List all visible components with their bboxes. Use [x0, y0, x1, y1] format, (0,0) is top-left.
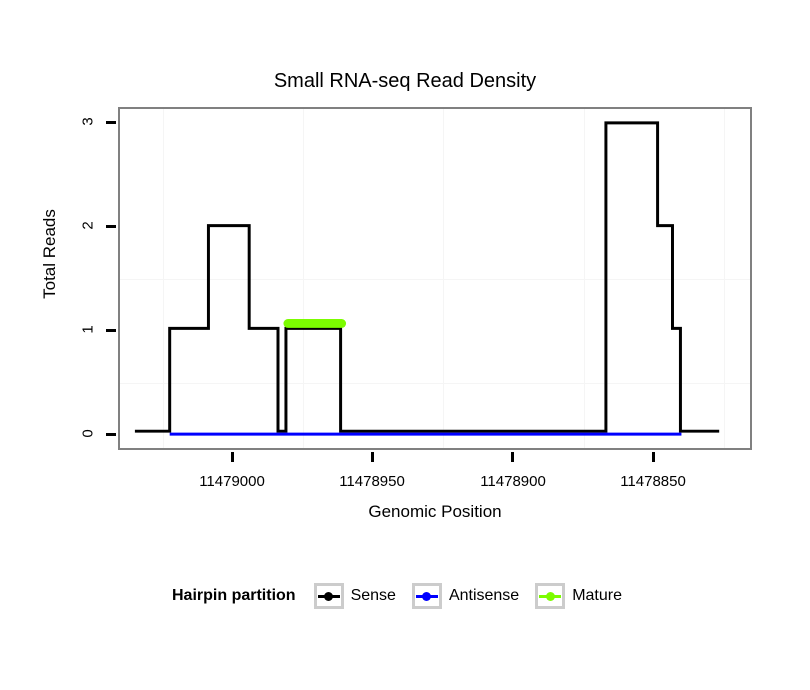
legend-item-mature[interactable]: Mature [535, 583, 622, 609]
gridline-vertical [584, 109, 585, 448]
x-axis-title: Genomic Position [368, 502, 502, 521]
y-tick-mark-3 [106, 121, 116, 124]
legend-key-antisense [411, 583, 442, 609]
gridline-horizontal [120, 383, 750, 384]
y-tick-label-0: 0 [79, 429, 97, 438]
y-tick-mark-0 [106, 433, 116, 436]
data-traces [134, 121, 720, 436]
legend-key-dot-icon [324, 591, 334, 601]
x-tick-label-2: 11478900 [480, 473, 546, 490]
x-tick-mark-3 [652, 452, 655, 462]
legend-key-mature [535, 583, 566, 609]
y-tick-label-3: 3 [79, 117, 97, 126]
legend-label-antisense: Antisense [448, 587, 520, 604]
y-tick-mark-2 [106, 225, 116, 228]
gridline-vertical [724, 109, 725, 448]
series-sense-line [134, 121, 720, 433]
legend-key-dot-icon [422, 591, 432, 601]
y-tick-label-1: 1 [79, 325, 97, 334]
gridline-horizontal [120, 279, 750, 280]
legend-label-mature: Mature [572, 587, 622, 604]
y-tick-label-2: 2 [79, 221, 97, 230]
y-axis-title: Total Reads [40, 209, 59, 299]
legend-item-antisense[interactable]: Antisense [411, 583, 520, 609]
legend-key-sense [313, 583, 344, 609]
legend-title: Hairpin partition [172, 587, 296, 604]
legend-item-sense[interactable]: Sense [313, 583, 396, 609]
x-tick-mark-1 [371, 452, 374, 462]
plot-area [120, 109, 750, 448]
x-tick-mark-0 [231, 452, 234, 462]
y-tick-mark-1 [106, 329, 116, 332]
x-tick-label-0: 11479000 [199, 473, 265, 490]
legend-key-dot-icon [545, 591, 555, 601]
chart-title: Small RNA-seq Read Density [273, 70, 537, 92]
x-tick-label-3: 11478850 [620, 473, 686, 490]
x-tick-mark-2 [511, 452, 514, 462]
gridline-vertical [443, 109, 444, 448]
legend-label-sense: Sense [350, 587, 396, 604]
gridline-vertical [163, 109, 164, 448]
gridline-vertical [303, 109, 304, 448]
x-tick-label-1: 11478950 [339, 473, 405, 490]
legend: Hairpin partition Sense Antisense Mature [0, 583, 810, 609]
plot-panel [118, 107, 752, 450]
